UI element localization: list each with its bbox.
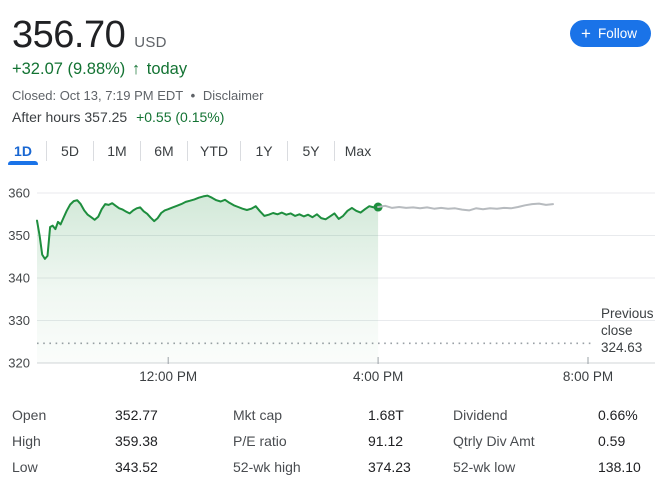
stat-label: Mkt cap: [233, 407, 283, 423]
after-hours-change: +0.55 (0.15%): [136, 109, 225, 125]
key-stats-table: Open 352.77 Mkt cap 1.68T Dividend 0.66%…: [0, 402, 660, 480]
stat-value: 352.77: [115, 407, 158, 423]
tab-divider: [240, 140, 241, 161]
stat-label: Qtrly Div Amt: [453, 433, 535, 449]
tab-label: 5D: [61, 142, 79, 159]
tab-5y[interactable]: 5Y: [288, 136, 334, 165]
arrow-up-icon: ↑: [131, 60, 141, 78]
tab-label: YTD: [200, 142, 228, 159]
stat-label: High: [12, 433, 41, 449]
stat-label: Open: [12, 407, 47, 423]
tab-divider: [46, 140, 47, 161]
closed-text: Closed: Oct 13, 7:19 PM EDT: [12, 88, 183, 103]
price-row: 356.70 USD: [12, 13, 648, 57]
price-change: +32.07 (9.88%) ↑ today: [12, 59, 648, 79]
stat-value: 1.68T: [368, 407, 404, 423]
disclaimer-link[interactable]: Disclaimer: [202, 88, 264, 103]
current-price: 356.70: [12, 14, 126, 56]
market-status: Closed: Oct 13, 7:19 PM EDT • Disclaimer: [12, 88, 648, 103]
active-tab-underline: [8, 161, 38, 165]
svg-text:330: 330: [8, 313, 30, 328]
svg-text:12:00 PM: 12:00 PM: [139, 369, 197, 384]
tab-1y[interactable]: 1Y: [241, 136, 287, 165]
stat-label: P/E ratio: [233, 433, 287, 449]
stat-value: 138.10: [598, 459, 641, 475]
currency-label: USD: [134, 34, 167, 51]
stat-label: Dividend: [453, 407, 508, 423]
tab-label: 1D: [14, 142, 32, 159]
stat-value: 0.66%: [598, 407, 638, 423]
tab-5d[interactable]: 5D: [47, 136, 93, 165]
tab-max[interactable]: Max: [335, 136, 381, 165]
plus-icon: +: [581, 24, 591, 43]
tab-ytd[interactable]: YTD: [188, 136, 240, 165]
stat-value: 91.12: [368, 433, 404, 449]
tab-label: Max: [344, 142, 372, 159]
tab-1m[interactable]: 1M: [94, 136, 140, 165]
stat-value: 374.23: [368, 459, 411, 475]
tab-label: 5Y: [302, 142, 320, 159]
stat-label: Low: [12, 459, 38, 475]
svg-text:360: 360: [8, 186, 30, 201]
svg-text:4:00 PM: 4:00 PM: [353, 369, 403, 384]
stat-label: 52-wk low: [453, 459, 516, 475]
svg-text:340: 340: [8, 271, 30, 286]
after-hours-row: After hours 357.25 +0.55 (0.15%): [12, 109, 648, 125]
previous-close-label: Previous close 324.63: [601, 306, 654, 355]
svg-text:350: 350: [8, 228, 30, 243]
tab-label: 6M: [154, 142, 174, 159]
stat-value: 0.59: [598, 433, 626, 449]
change-amount: +32.07 (9.88%): [12, 60, 126, 78]
follow-button-label: Follow: [597, 26, 637, 41]
quote-header: 356.70 USD +32.07 (9.88%) ↑ today Closed…: [0, 0, 660, 125]
svg-text:8:00 PM: 8:00 PM: [563, 369, 613, 384]
tab-label: 1M: [107, 142, 127, 159]
change-suffix: today: [146, 60, 188, 78]
tab-divider: [93, 140, 94, 161]
tab-divider: [334, 140, 335, 161]
stat-label: 52-wk high: [233, 459, 301, 475]
tab-divider: [140, 140, 141, 161]
bullet-separator: •: [190, 88, 196, 103]
stat-value: 343.52: [115, 459, 158, 475]
time-range-tabs: 1D 5D 1M 6M YTD 1Y 5Y Max: [0, 136, 660, 165]
chart-canvas[interactable]: 360 350 340 330 320 12:00 PM 4:00 PM 8:00 PM: [0, 179, 660, 387]
tab-1d[interactable]: 1D: [0, 136, 46, 165]
tab-label: 1Y: [255, 142, 273, 159]
after-hours-price: After hours 357.25: [12, 109, 128, 125]
stat-value: 359.38: [115, 433, 158, 449]
tab-divider: [187, 140, 188, 161]
price-chart[interactable]: 360 350 340 330 320 12:00 PM 4:00 PM 8:00 PM Pr…: [0, 179, 660, 387]
follow-button[interactable]: + Follow: [570, 20, 651, 47]
tab-6m[interactable]: 6M: [141, 136, 187, 165]
svg-text:320: 320: [8, 356, 30, 371]
tab-divider: [287, 140, 288, 161]
